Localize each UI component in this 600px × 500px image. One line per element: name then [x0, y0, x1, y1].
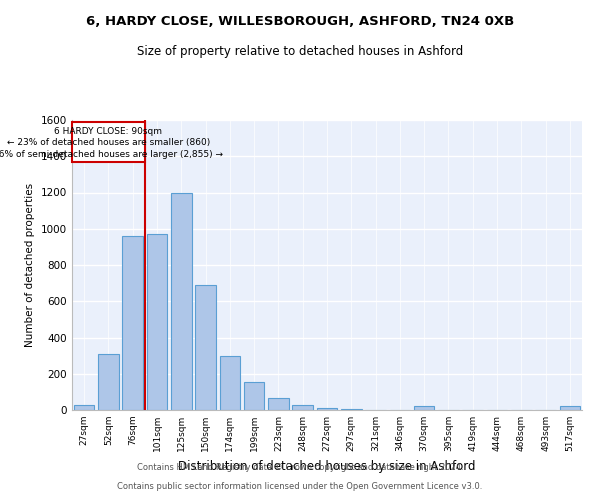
Text: 76% of semi-detached houses are larger (2,855) →: 76% of semi-detached houses are larger (…: [0, 150, 223, 158]
Bar: [122, 236, 143, 410]
Bar: [414, 406, 434, 410]
Bar: [146, 234, 167, 410]
Bar: [268, 398, 289, 410]
Text: Contains public sector information licensed under the Open Government Licence v3: Contains public sector information licen…: [118, 482, 482, 491]
Bar: [341, 409, 362, 410]
Text: ← 23% of detached houses are smaller (860): ← 23% of detached houses are smaller (86…: [7, 138, 210, 147]
Bar: [72, 122, 145, 162]
Text: Size of property relative to detached houses in Ashford: Size of property relative to detached ho…: [137, 45, 463, 58]
Bar: [220, 356, 240, 410]
Bar: [74, 404, 94, 410]
Bar: [560, 406, 580, 410]
Bar: [292, 406, 313, 410]
Text: Contains HM Land Registry data © Crown copyright and database right 2024.: Contains HM Land Registry data © Crown c…: [137, 464, 463, 472]
Bar: [98, 354, 119, 410]
Text: 6 HARDY CLOSE: 90sqm: 6 HARDY CLOSE: 90sqm: [55, 126, 163, 136]
Bar: [244, 382, 265, 410]
Bar: [195, 285, 216, 410]
Y-axis label: Number of detached properties: Number of detached properties: [25, 183, 35, 347]
Bar: [171, 192, 191, 410]
Text: 6, HARDY CLOSE, WILLESBOROUGH, ASHFORD, TN24 0XB: 6, HARDY CLOSE, WILLESBOROUGH, ASHFORD, …: [86, 15, 514, 28]
Bar: [317, 408, 337, 410]
X-axis label: Distribution of detached houses by size in Ashford: Distribution of detached houses by size …: [178, 460, 476, 472]
